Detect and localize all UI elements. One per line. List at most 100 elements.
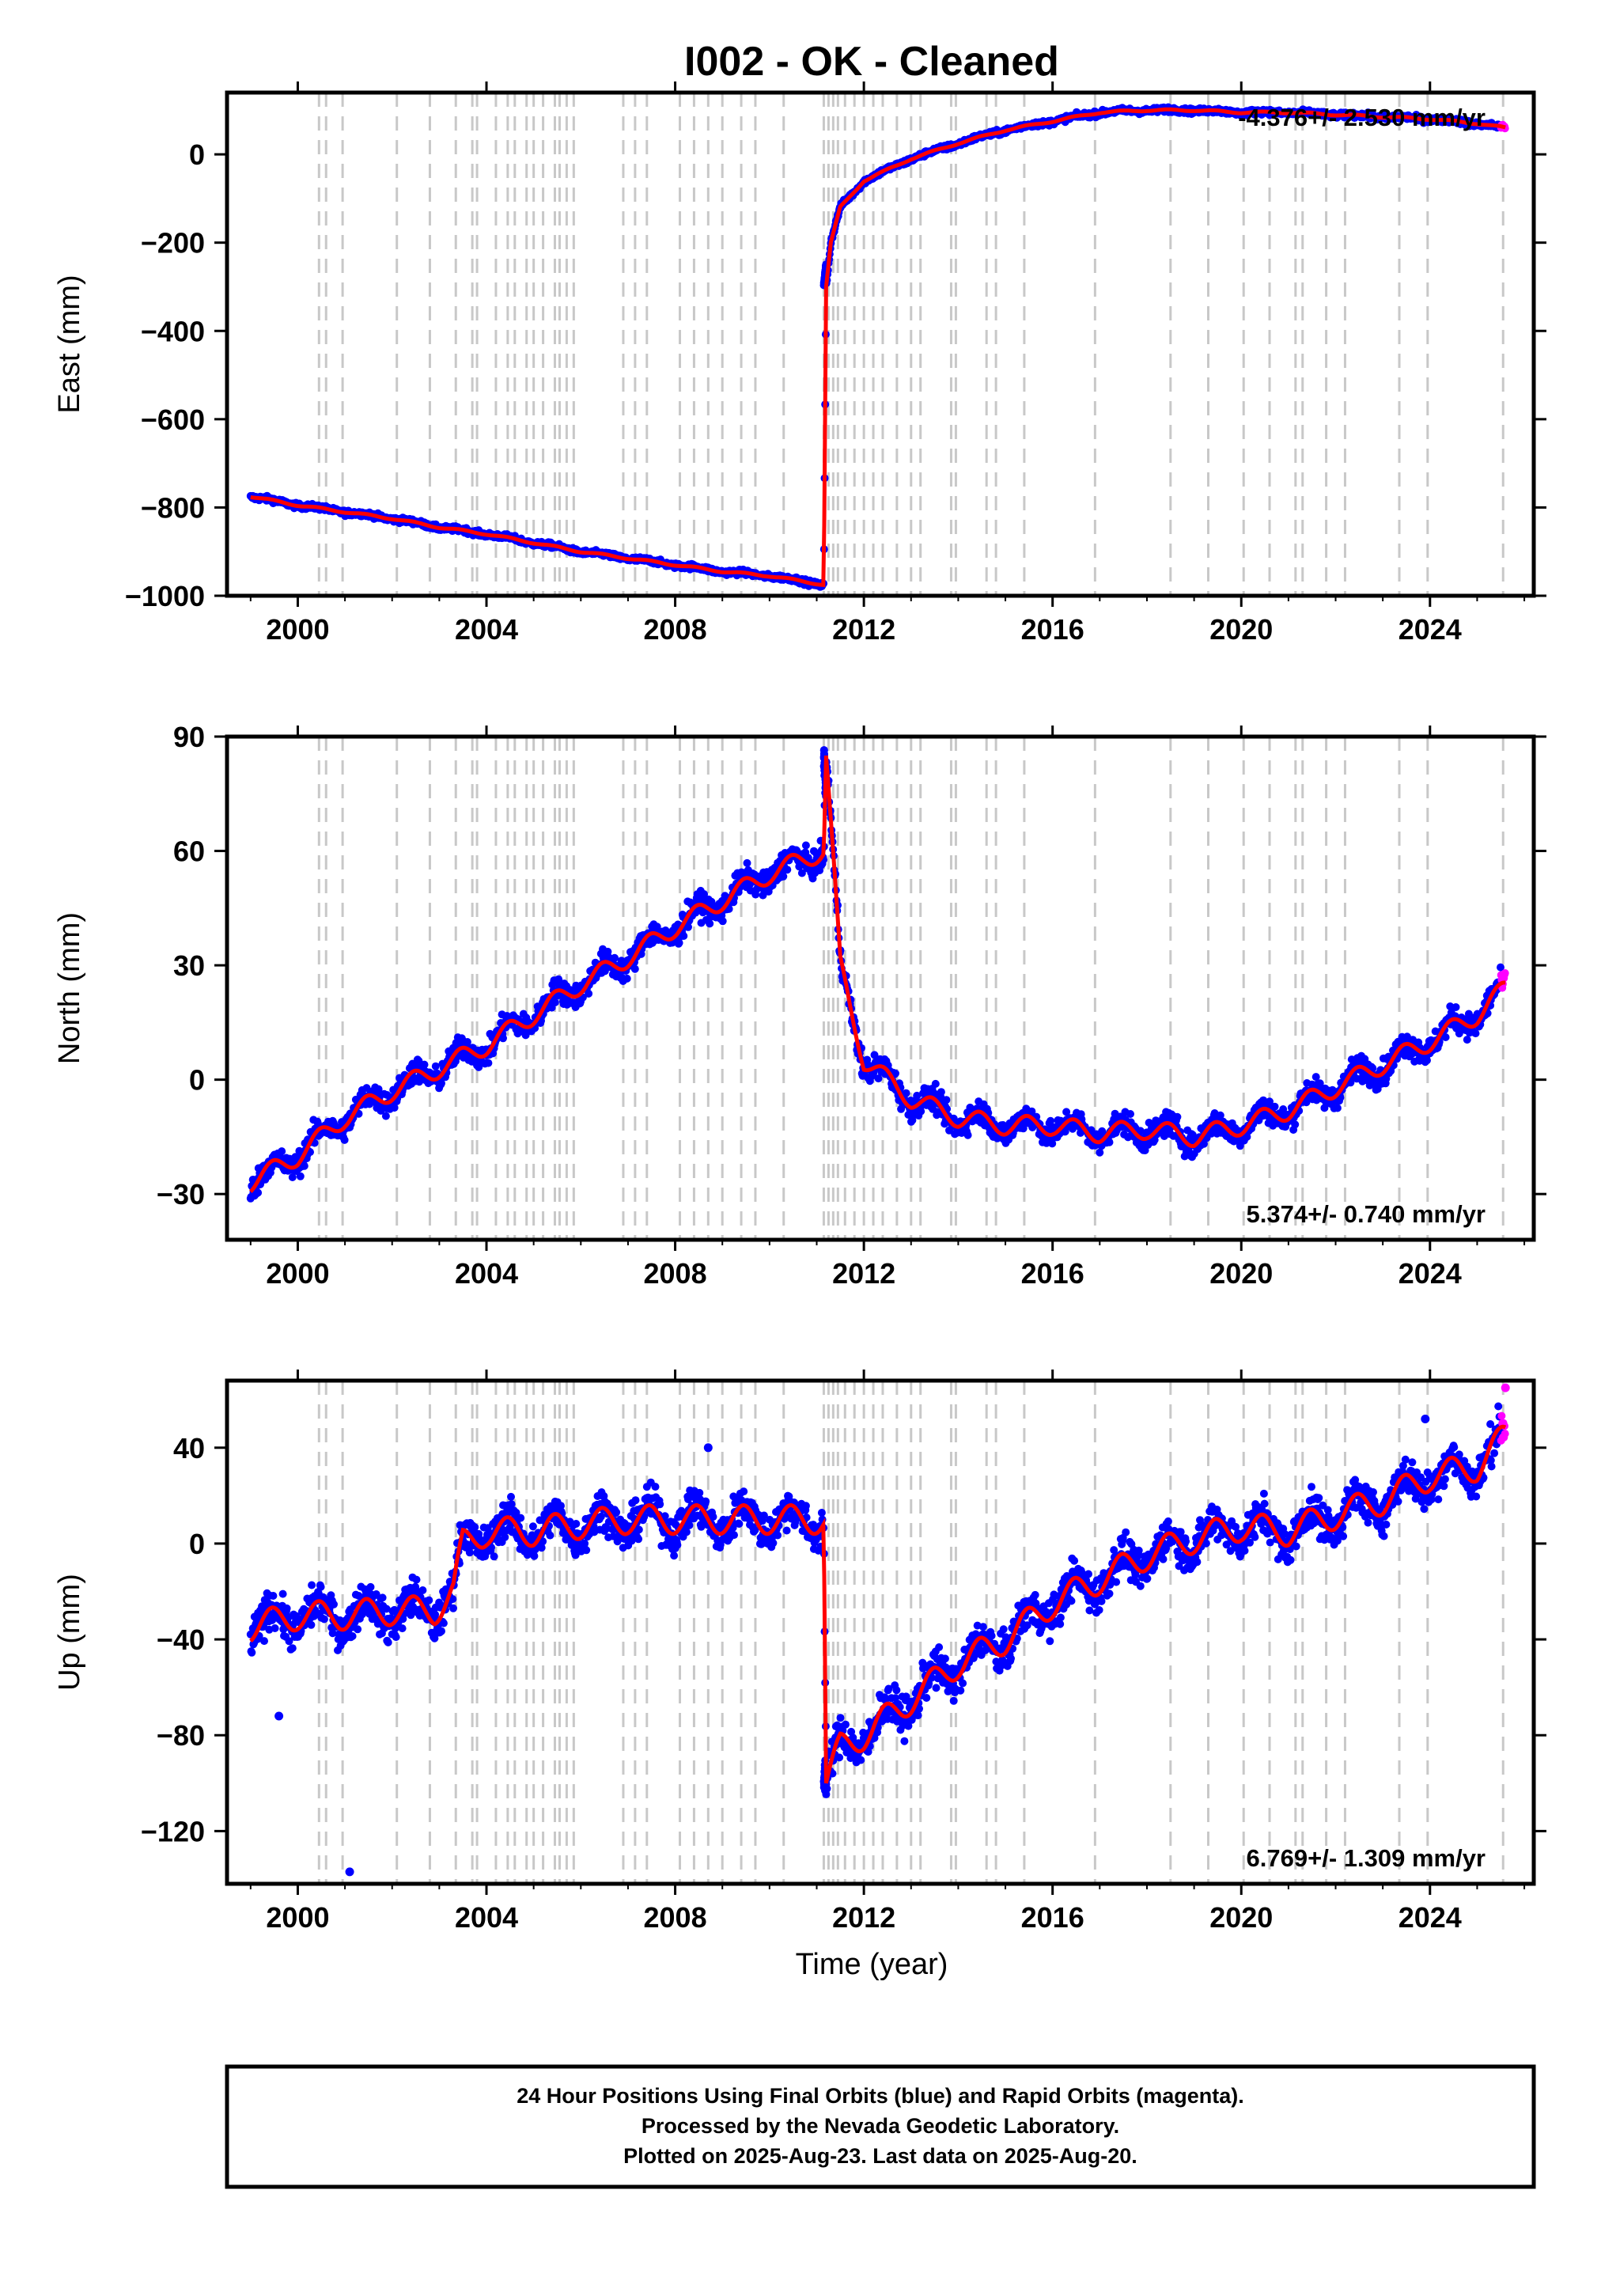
final-orbit-point xyxy=(585,989,593,998)
final-orbit-point xyxy=(937,1088,945,1097)
final-orbit-point xyxy=(1464,1010,1473,1018)
final-orbit-point xyxy=(623,974,631,983)
final-orbit-point xyxy=(1096,1148,1104,1157)
plot-frame xyxy=(225,734,1536,1242)
final-orbit-point xyxy=(1200,1139,1208,1148)
final-orbit-point xyxy=(1048,1139,1057,1148)
final-orbit-point xyxy=(285,1637,293,1646)
east-panel: 2000 2004 2008 2012 2016 2020 20240−200−400−60… xyxy=(53,81,1546,646)
y-tick-label: 60 xyxy=(173,835,205,868)
x-tick-label: 2004 xyxy=(455,613,518,646)
y-axis-label: North (mm) xyxy=(53,912,86,1064)
final-orbit-point xyxy=(1270,1102,1279,1111)
final-orbit-point xyxy=(1455,1029,1463,1038)
x-tick-label: 2016 xyxy=(1021,613,1084,646)
x-tick-label: 2004 xyxy=(455,1257,518,1290)
final-orbit-point xyxy=(1441,1033,1450,1041)
plot-area xyxy=(227,1381,1534,1884)
final-orbit-point xyxy=(362,1084,371,1093)
final-orbit-point xyxy=(381,1112,390,1120)
y-tick-label: −400 xyxy=(141,315,205,347)
final-orbit-point xyxy=(282,1604,291,1612)
final-orbit-point xyxy=(330,1600,338,1608)
final-orbit-point xyxy=(653,923,661,931)
final-orbit-point xyxy=(420,1060,429,1069)
final-orbit-point xyxy=(248,1648,256,1657)
x-tick-label: 2000 xyxy=(266,613,329,646)
final-orbit-point xyxy=(300,1161,308,1170)
final-orbit-point xyxy=(1047,1116,1055,1125)
final-orbit-point xyxy=(320,1615,328,1623)
x-tick-label: 2012 xyxy=(832,1257,895,1290)
plot-frame xyxy=(225,90,1536,598)
final-orbit-point xyxy=(931,1079,940,1088)
model-line xyxy=(249,755,1506,1193)
step-lines xyxy=(317,737,1504,1240)
chart-title: I002 - OK - Cleaned xyxy=(684,39,1059,85)
final-orbit-point xyxy=(874,1074,883,1083)
final-orbit-point xyxy=(374,1085,383,1093)
final-orbit-point xyxy=(278,1589,287,1598)
final-orbit-point xyxy=(891,1069,899,1078)
final-orbit-point xyxy=(271,1624,279,1632)
final-orbit-point xyxy=(1368,1064,1377,1073)
final-orbit-point xyxy=(296,1172,305,1180)
final-orbit-point xyxy=(1126,1110,1134,1118)
x-tick-label: 2020 xyxy=(1209,613,1273,646)
final-orbit-point xyxy=(415,1078,424,1086)
final-orbit-point xyxy=(260,1637,268,1646)
final-orbit-point xyxy=(779,872,788,881)
x-tick-label: 2024 xyxy=(1399,1257,1462,1290)
final-orbit-point xyxy=(390,1104,399,1112)
final-orbit-point xyxy=(908,1116,917,1124)
step-lines xyxy=(317,93,1504,596)
final-orbit-point xyxy=(743,858,751,867)
y-tick-label: 90 xyxy=(173,721,205,753)
x-tick-label: 2020 xyxy=(1209,1257,1273,1290)
final-orbit-point xyxy=(463,1038,471,1046)
final-orbit-point xyxy=(1291,1120,1300,1129)
final-orbit-point xyxy=(308,1581,316,1589)
final-orbit-point xyxy=(1173,1112,1182,1121)
final-orbit-point xyxy=(1279,1105,1288,1113)
x-tick-label: 2012 xyxy=(832,613,895,646)
rate-label: -4.376+/- 2.530 mm/yr xyxy=(1238,104,1486,131)
final-orbit-point xyxy=(870,1051,879,1059)
final-orbit-point xyxy=(316,1582,325,1591)
final-orbit-point xyxy=(700,890,709,899)
final-orbit-point xyxy=(1497,963,1504,972)
x-tick-label: 2008 xyxy=(644,1257,707,1290)
final-orbit-point xyxy=(437,1079,445,1088)
final-orbit-point xyxy=(1423,1056,1431,1065)
final-orbit-point xyxy=(499,1034,507,1043)
final-orbit-point xyxy=(942,1096,951,1104)
final-orbit-point xyxy=(288,1173,297,1181)
final-orbit-point xyxy=(288,1644,297,1653)
final-orbit-point xyxy=(679,932,688,940)
y-tick-label: −600 xyxy=(141,404,205,436)
final-orbit-point xyxy=(684,923,692,931)
final-orbit-point xyxy=(551,998,559,1006)
final-orbit-point xyxy=(484,1059,493,1067)
final-orbit-point xyxy=(913,1091,922,1100)
final-orbit-point xyxy=(902,1089,910,1097)
x-tick-label: 2024 xyxy=(1399,613,1462,646)
final-orbit-point xyxy=(269,1592,278,1600)
plot-area xyxy=(227,737,1534,1240)
final-orbit-point xyxy=(917,1107,925,1116)
y-tick-label: −200 xyxy=(141,227,205,260)
north-panel: 2000 2004 2008 2012 2016 2020 20249060300−30No… xyxy=(53,721,1546,1290)
final-orbit-point xyxy=(1471,1029,1480,1038)
y-tick-label: 0 xyxy=(189,1064,205,1097)
rate-label: 5.374+/- 0.740 mm/yr xyxy=(1247,1200,1486,1228)
final-orbit-point xyxy=(1333,1104,1342,1112)
final-orbit-point xyxy=(1062,1108,1071,1116)
final-orbit-point xyxy=(797,869,806,877)
final-orbit-point xyxy=(278,1147,286,1156)
final-orbit-point xyxy=(819,746,828,755)
final-orbit-point xyxy=(307,1620,316,1629)
final-orbit-point xyxy=(475,1063,483,1071)
final-orbit-point xyxy=(611,953,619,962)
final-orbit-point xyxy=(801,841,810,850)
